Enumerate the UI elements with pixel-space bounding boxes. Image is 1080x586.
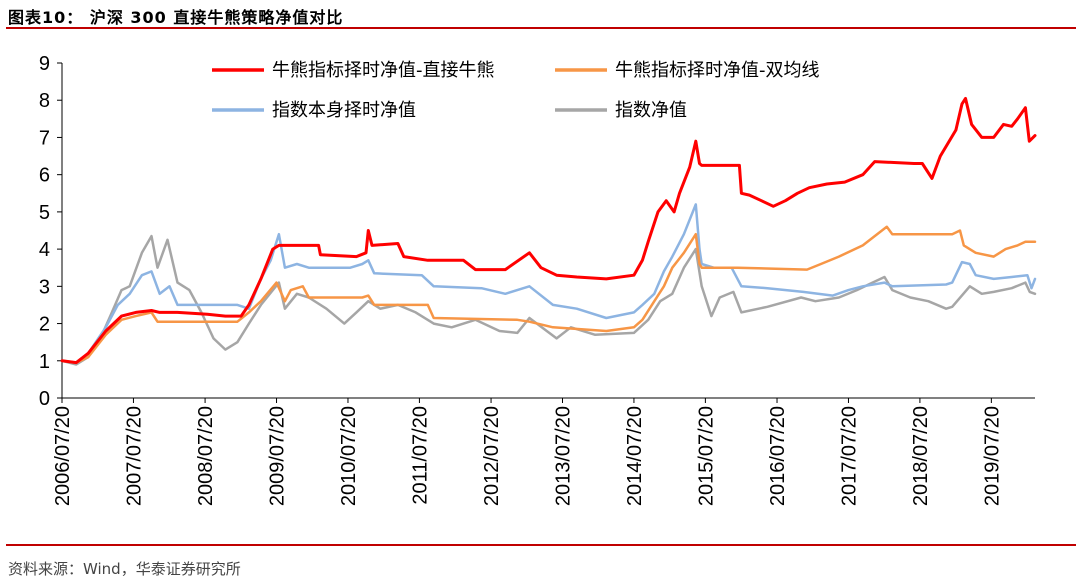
source-note: 资料来源：Wind，华泰证券研究所 — [8, 560, 241, 578]
chart: 0 1 2 3 4 5 6 7 8 9 2006/07/20 2007/07/20 2008/07/20… — [39, 53, 1037, 506]
x-tick-label: 2019/07/20 — [981, 406, 1003, 506]
bottom-divider — [6, 544, 1076, 546]
y-tick-label: 4 — [39, 239, 50, 261]
x-tick-label: 2010/07/20 — [338, 406, 360, 506]
x-tick-label: 2018/07/20 — [910, 406, 932, 506]
x-tick-label: 2016/07/20 — [767, 406, 789, 506]
x-tick-label: 2014/07/20 — [624, 406, 646, 506]
legend-label-1: 牛熊指标择时净值-直接牛熊 — [272, 60, 495, 81]
series-line-3 — [60, 203, 1037, 364]
x-tick-label: 2007/07/20 — [123, 406, 145, 506]
y-tick-label: 2 — [39, 314, 50, 336]
series-line-1 — [60, 96, 1037, 365]
figure-title: 图表10： 沪深 300 直接牛熊策略净值对比 — [8, 8, 344, 27]
y-tick-label: 8 — [39, 90, 50, 112]
x-tick-label: 2013/07/20 — [552, 406, 574, 506]
x-tick-label: 2015/07/20 — [695, 406, 717, 506]
chart-axes: 0 1 2 3 4 5 6 7 8 9 2006/07/20 2007/07/20 2008/07/20… — [39, 53, 1035, 506]
y-tick-label: 5 — [39, 202, 50, 224]
legend-label-4: 指数净值 — [615, 100, 687, 121]
x-tick-label: 2011/07/20 — [409, 406, 431, 505]
y-tick-label: 1 — [39, 351, 50, 373]
series-line-2 — [60, 225, 1037, 364]
chart-series — [60, 96, 1037, 366]
y-tick-label: 6 — [39, 165, 50, 187]
y-tick-label: 0 — [39, 388, 50, 410]
x-tick-label: 2008/07/20 — [195, 406, 217, 506]
x-tick-label: 2006/07/20 — [52, 406, 74, 506]
x-tick-label: 2017/07/20 — [838, 406, 860, 506]
legend-label-3: 指数本身择时净值 — [272, 100, 416, 121]
y-tick-label: 7 — [39, 127, 50, 149]
legend-label-2: 牛熊指标择时净值-双均线 — [615, 60, 820, 81]
top-divider — [6, 27, 1076, 29]
x-tick-label: 2009/07/20 — [267, 406, 289, 506]
x-tick-label: 2012/07/20 — [481, 406, 503, 506]
y-tick-label: 3 — [39, 276, 50, 298]
y-tick-label: 9 — [39, 53, 50, 75]
